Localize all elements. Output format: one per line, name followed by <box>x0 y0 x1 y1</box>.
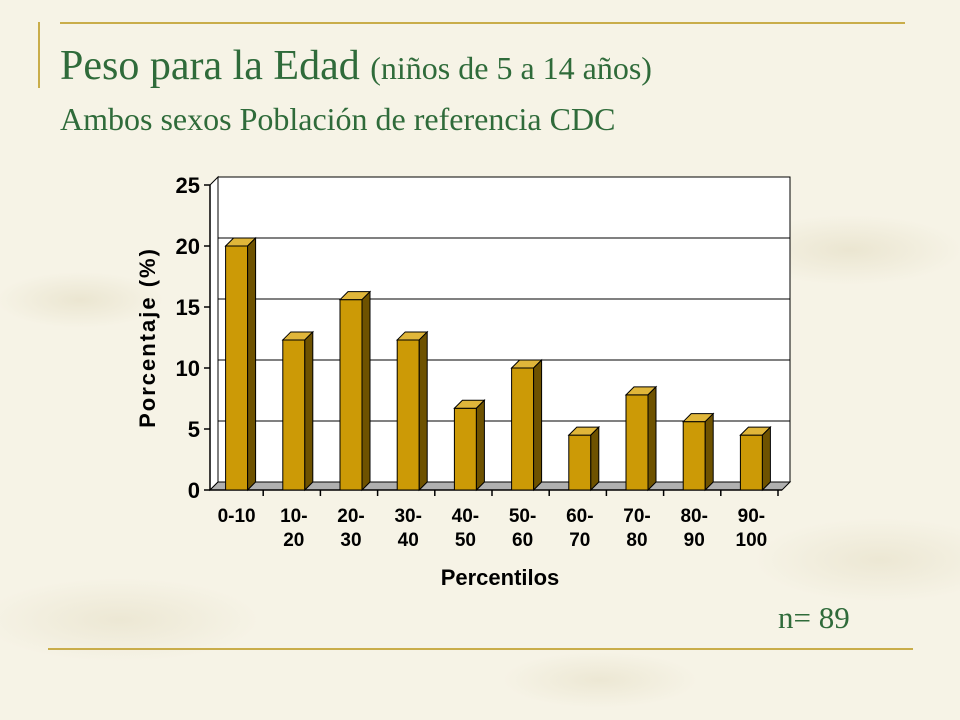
x-axis-title: Percentilos <box>441 565 560 590</box>
x-tick-label-line: 60 <box>512 530 533 551</box>
bar-front <box>682 421 706 491</box>
y-tick-label: 25 <box>176 173 200 198</box>
x-tick-label: 80-90 <box>680 506 707 551</box>
x-tick-label-line: 70 <box>569 530 590 551</box>
x-tick-label-line: 90- <box>738 506 765 527</box>
bar <box>453 399 486 492</box>
slide-title: Peso para la Edad (niños de 5 a 14 años) <box>60 42 652 92</box>
bar-front <box>453 407 477 491</box>
bar-front <box>396 339 420 491</box>
y-tick-label: 0 <box>188 478 200 503</box>
bar-side <box>304 330 314 492</box>
bar <box>510 358 543 492</box>
bar <box>739 425 772 492</box>
x-tick-label-line: 0-10 <box>218 506 256 527</box>
x-tick-label-line: 80 <box>626 530 647 551</box>
x-tick-label: 90-100 <box>736 506 768 551</box>
slide-title-paren: (niños de 5 a 14 años) <box>370 50 652 86</box>
slide-subtitle: Ambos sexos Población de referencia CDC <box>60 101 616 137</box>
x-tick-label-line: 90 <box>684 530 705 551</box>
x-tick-label-line: 50 <box>455 530 476 551</box>
plot-side-wall <box>209 175 219 492</box>
bar <box>395 330 429 492</box>
x-tick-label-line: 80- <box>680 506 707 527</box>
bar <box>338 290 372 492</box>
y-tick-label: 10 <box>176 356 200 381</box>
bar-front <box>511 367 535 491</box>
x-tick-label-line: 60- <box>566 506 593 527</box>
bar-side <box>761 425 771 492</box>
bar-side <box>647 385 657 492</box>
bar-side <box>418 330 428 492</box>
y-tick-label: 20 <box>176 234 200 259</box>
bar-side <box>533 358 543 492</box>
bar-front <box>568 434 592 491</box>
x-tick-label-line: 20 <box>283 530 304 551</box>
y-tick-label: 5 <box>188 417 200 442</box>
x-tick-label-line: 40 <box>398 530 419 551</box>
x-tick-label: 30-40 <box>394 506 421 551</box>
bar-side <box>475 399 485 492</box>
bar-front <box>339 299 363 491</box>
x-tick-label: 50-60 <box>509 506 536 551</box>
bar-front <box>225 245 249 491</box>
bar <box>281 330 315 492</box>
x-tick-label: 70-80 <box>623 506 650 551</box>
y-axis-title: Porcentaje (%) <box>135 247 160 428</box>
x-tick-label-line: 30- <box>394 506 421 527</box>
x-tick-label-line: 30 <box>340 530 361 551</box>
x-tick-label-line: 50- <box>509 506 536 527</box>
left-rule <box>38 22 40 88</box>
slide-title-main: Peso para la Edad <box>60 43 360 89</box>
bar <box>567 425 601 492</box>
bar <box>681 412 715 492</box>
x-tick-label-line: 70- <box>623 506 650 527</box>
x-tick-label-line: 40- <box>452 506 479 527</box>
bar <box>224 236 257 492</box>
bar-side <box>704 412 714 492</box>
x-tick-label: 10-20 <box>280 506 307 551</box>
bar-front <box>739 434 763 491</box>
x-tick-label: 20-30 <box>337 506 364 551</box>
x-tick-label-line: 20- <box>337 506 364 527</box>
x-tick-label: 0-10 <box>218 506 256 527</box>
x-tick-label-line: 10- <box>280 506 307 527</box>
bar-front <box>625 394 649 491</box>
x-tick-label: 40-50 <box>452 506 479 551</box>
bar-side <box>590 425 600 492</box>
bar-side <box>361 290 371 492</box>
top-rule <box>60 22 905 24</box>
bottom-rule <box>48 648 913 650</box>
bar-front <box>282 339 306 491</box>
bar <box>624 385 658 492</box>
x-tick-label: 60-70 <box>566 506 593 551</box>
y-tick-label: 15 <box>176 295 200 320</box>
sample-size-label: n= 89 <box>778 600 850 635</box>
x-tick-label-line: 100 <box>736 530 768 551</box>
bar-side <box>247 236 257 492</box>
